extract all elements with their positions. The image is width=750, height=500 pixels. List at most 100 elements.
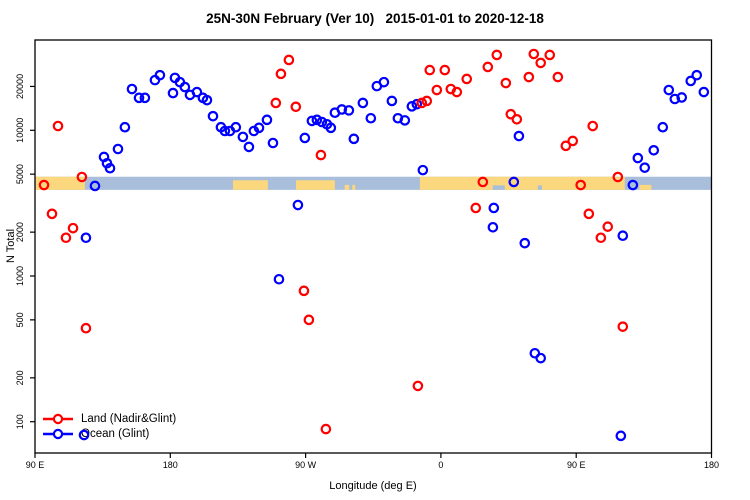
data-point-ocean [386, 95, 398, 107]
data-point-land [315, 149, 327, 161]
data-point-ocean [698, 86, 710, 98]
data-point-ocean [529, 347, 541, 359]
data-point-land [270, 97, 282, 109]
data-point-ocean [378, 76, 390, 88]
data-point-ocean [292, 199, 304, 211]
data-point-land [560, 140, 572, 152]
data-point-land [505, 108, 517, 120]
data-point-ocean [488, 202, 500, 214]
data-point-ocean [219, 125, 231, 137]
data-point-land [595, 232, 607, 244]
map-band-ocean [35, 176, 712, 190]
data-point-ocean [167, 87, 179, 99]
data-point-ocean [648, 145, 660, 156]
data-point-ocean [691, 69, 703, 81]
data-point-ocean [80, 232, 92, 244]
data-point-ocean [406, 101, 418, 112]
data-point-ocean [299, 132, 311, 144]
x-tick-label: 180 [163, 460, 178, 470]
data-point-ocean [513, 130, 525, 142]
data-point-ocean [316, 116, 328, 128]
data-point-land [617, 321, 629, 332]
data-point-ocean [248, 125, 260, 137]
x-tick-label: 90 E [26, 460, 45, 470]
data-point-ocean [519, 237, 531, 249]
data-point-ocean [224, 125, 236, 137]
data-point-land [76, 171, 88, 183]
data-point-land [567, 135, 579, 147]
map-band-land-segment [419, 176, 625, 190]
data-point-land [511, 113, 523, 125]
data-point-ocean [487, 221, 499, 233]
data-point-land [470, 202, 482, 214]
map-band-land-sliver [352, 184, 356, 190]
data-point-land [477, 176, 489, 188]
data-point-ocean [365, 112, 377, 124]
data-point-land [552, 71, 564, 83]
data-point-land [290, 101, 302, 113]
legend-label-land: Land (Nadir&Glint) [81, 412, 177, 425]
data-point-land [60, 232, 72, 244]
data-point-ocean [371, 80, 383, 92]
y-tick-label: 1000 [15, 266, 25, 286]
data-point-ocean [104, 162, 116, 174]
data-point-ocean [685, 75, 697, 87]
data-point-ocean [149, 74, 161, 86]
data-point-ocean [98, 151, 110, 163]
x-tick-label: 180 [704, 460, 719, 470]
data-point-land [535, 57, 547, 69]
data-point-ocean [169, 72, 181, 84]
data-point-ocean [311, 114, 323, 126]
plot-border [34, 39, 713, 454]
data-point-land [80, 322, 92, 334]
data-point-ocean [676, 92, 688, 103]
data-point-ocean [215, 121, 227, 133]
data-point-ocean [101, 157, 113, 169]
data-point-land [482, 61, 494, 73]
map-band-land-sliver [344, 184, 350, 190]
data-point-land [500, 77, 512, 89]
data-point-land [67, 222, 79, 234]
data-point-ocean [669, 93, 681, 105]
data-point-ocean [112, 143, 124, 155]
data-point-ocean [207, 110, 219, 122]
data-point-land [416, 97, 428, 109]
data-point-ocean [417, 164, 429, 176]
x-tick-label: 90 E [567, 460, 586, 470]
data-point-ocean [126, 83, 138, 95]
data-point-ocean [657, 121, 669, 133]
data-point-ocean [197, 92, 209, 104]
data-point-land [439, 64, 451, 76]
data-point-ocean [639, 162, 651, 173]
data-point-ocean [267, 137, 279, 149]
chart-title: 25N-30N February (Ver 10) 2015-01-01 to … [206, 11, 544, 26]
map-band-land-segment [295, 180, 335, 190]
data-point-land [587, 120, 599, 132]
data-point-land [303, 314, 315, 326]
data-point-land [461, 73, 473, 85]
data-point-ocean [139, 92, 151, 104]
data-point-land [523, 71, 535, 83]
data-point-ocean [392, 112, 404, 124]
data-point-land [424, 64, 436, 76]
data-point-land [491, 49, 503, 61]
map-band-ocean-speck [492, 185, 505, 190]
data-point-ocean [184, 89, 196, 101]
data-point-ocean [535, 352, 547, 364]
y-axis-label: N Total [5, 228, 17, 264]
data-point-land [583, 208, 595, 220]
data-point-ocean [133, 92, 145, 104]
y-tick-label: 200 [15, 370, 25, 385]
map-band-land-sliver [639, 184, 652, 190]
x-tick-label: 90 W [295, 460, 317, 470]
data-point-land [602, 221, 614, 232]
data-point-ocean [179, 81, 191, 93]
data-point-ocean [348, 133, 360, 145]
legend-label-ocean: Ocean (Glint) [81, 427, 150, 440]
data-point-ocean [399, 115, 411, 126]
y-tick-label: 5000 [15, 164, 25, 184]
data-point-ocean [508, 176, 520, 188]
data-point-ocean [237, 131, 249, 143]
data-point-land [52, 120, 64, 132]
data-point-land [528, 48, 540, 60]
